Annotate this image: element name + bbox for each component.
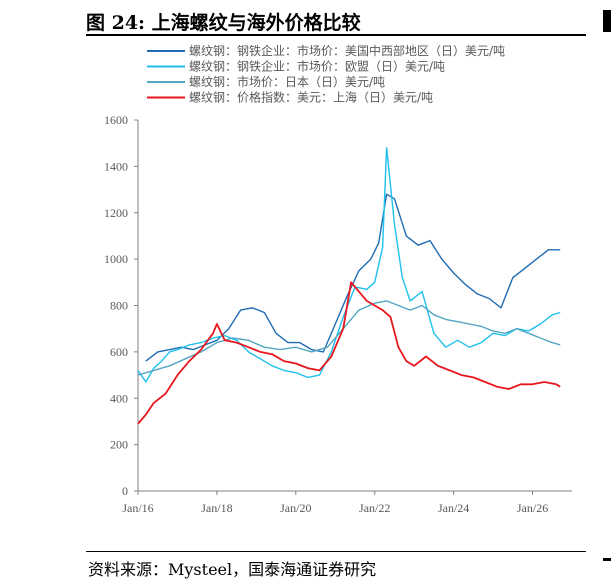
x-tick-label: Jan/20	[280, 501, 311, 515]
y-tick-label: 0	[122, 484, 128, 498]
legend: 螺纹钢：钢铁企业：市场价：美国中西部地区（日）美元/吨螺纹钢：钢铁企业：市场价：…	[147, 43, 505, 105]
y-tick-label: 600	[110, 345, 128, 359]
source-divider	[86, 551, 586, 552]
x-tick-label: Jan/22	[359, 501, 390, 515]
x-tick-label: Jan/18	[201, 501, 232, 515]
y-tick-label: 1000	[104, 252, 128, 266]
y-tick-label: 1600	[104, 113, 128, 127]
title-bar: 图 24: 上海螺纹与海外价格比较	[86, 6, 586, 36]
y-tick-label: 800	[110, 299, 128, 313]
page-edge-mark	[603, 10, 611, 32]
y-tick-label: 400	[110, 391, 128, 405]
chart-axes: 0 200 400 600 800 1000 1200 1400 1600 Jan/16 Jan/1…	[104, 113, 572, 515]
x-tick-label: Jan/26	[517, 501, 548, 515]
legend-label-1: 螺纹钢：钢铁企业：市场价：美国中西部地区（日）美元/吨	[189, 43, 505, 58]
y-tick-label: 1400	[104, 159, 128, 173]
y-tick-label: 200	[110, 438, 128, 452]
series-line-1	[145, 193, 561, 362]
x-tick-label: Jan/16	[122, 501, 153, 515]
series-line-4	[137, 281, 561, 425]
x-tick-label: Jan/24	[438, 501, 469, 515]
legend-label-2: 螺纹钢：钢铁企业：市场价：欧盟（日）美元/吨	[189, 59, 445, 74]
page-edge-mark-bottom	[603, 558, 611, 561]
figure-title: 图 24: 上海螺纹与海外价格比较	[86, 12, 361, 34]
legend-label-3: 螺纹钢：市场价：日本（日）美元/吨	[189, 74, 385, 89]
chart-lines	[137, 147, 561, 425]
y-tick-label: 1200	[104, 206, 128, 220]
series-line-3	[137, 300, 561, 376]
legend-label-4: 螺纹钢：价格指数：美元：上海（日）美元/吨	[189, 90, 433, 105]
source-note: 资料来源：Mysteel，国泰海通证券研究	[88, 560, 377, 579]
